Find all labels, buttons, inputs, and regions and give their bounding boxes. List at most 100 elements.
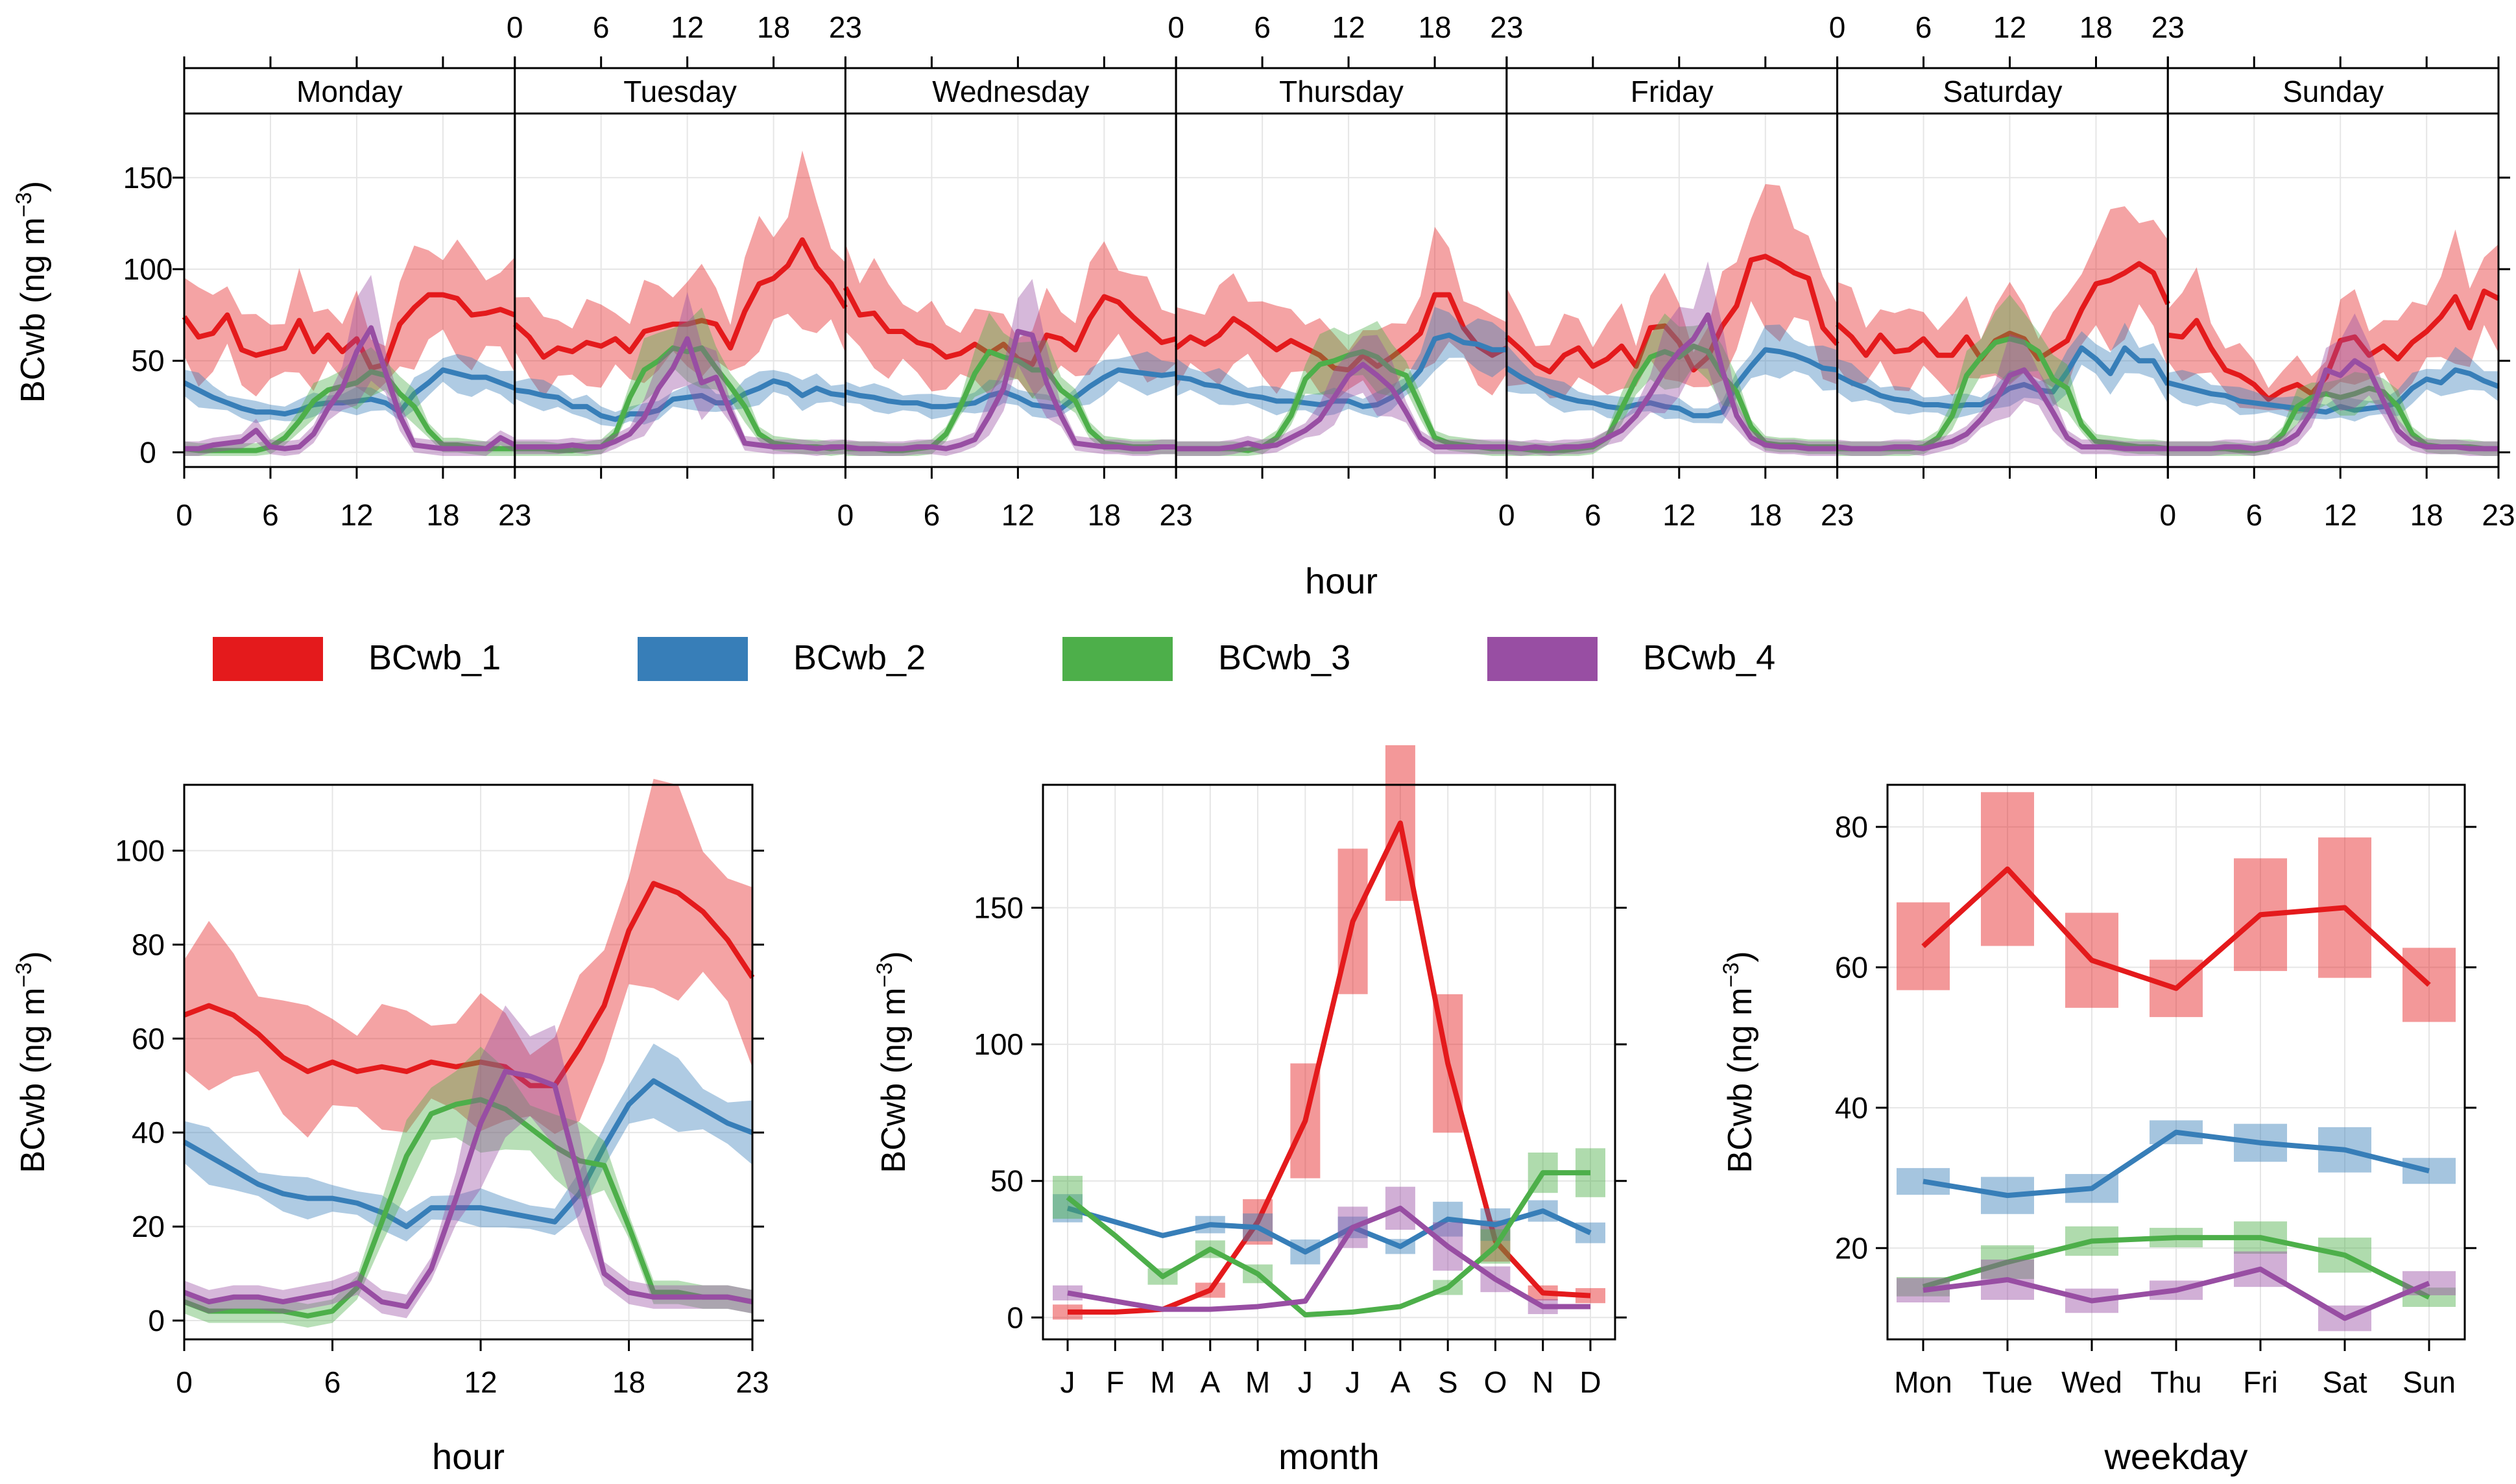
line-bcwb_1 — [1835, 261, 2170, 362]
line-bcwb_1 — [1174, 292, 1508, 373]
band-bcwb_1 — [184, 239, 515, 397]
legend-swatch — [638, 637, 748, 681]
line-bcwb_3 — [183, 1097, 753, 1319]
x-tick-label: 0 — [1498, 498, 1515, 532]
line-bcwb_2 — [1923, 1129, 2430, 1199]
hour-chart: 0 6 12 18 23 0 20 40 60 80 100 hour BCwb (ng m−3) — [12, 778, 769, 1477]
x-tick-label: F — [1106, 1365, 1124, 1399]
x-tick-label: Wed — [2061, 1365, 2122, 1399]
x-tick-label: 6 — [593, 10, 610, 44]
legend-label: BCwb_1 — [368, 638, 501, 677]
x-tick-label: Sun — [2402, 1365, 2456, 1399]
weekday-chart: Mon Tue Wed Thu Fri Sat Sun 20 40 60 80 weekday BCwb… — [1719, 784, 2476, 1477]
line-bcwb_4 — [845, 329, 1177, 451]
x-tick-label: 6 — [262, 498, 279, 532]
x-tick-label: J — [1345, 1365, 1360, 1399]
line-bcwb_2 — [1175, 332, 1507, 409]
y-axis-label-text: BCwb (ng m — [14, 988, 52, 1173]
y-axis-label-superscript: −3 — [12, 963, 36, 988]
x-tick-label: O — [1484, 1365, 1507, 1399]
y-axis-label: BCwb (ng m−3) — [1719, 951, 1759, 1173]
line-bcwb_4 — [1067, 1205, 1590, 1312]
line-bcwb_3 — [1922, 1235, 2430, 1300]
legend-label: BCwb_3 — [1218, 638, 1350, 677]
line-bcwb_1 — [183, 881, 755, 1088]
panel-border — [2166, 67, 2500, 468]
legend-item-bcwb_2: BCwb_2 — [638, 637, 926, 681]
y-tick-label: 100 — [123, 252, 173, 286]
weekly-panel-monday: Monday 0 6 12 18 23 — [176, 56, 531, 532]
line-bcwb_1 — [2167, 288, 2500, 402]
x-axis-label: hour — [432, 1436, 505, 1477]
line-bcwb_1 — [182, 292, 516, 371]
x-tick-label: 12 — [1993, 10, 2026, 44]
x-tick-label: 23 — [736, 1365, 769, 1399]
weekly-panel-saturday: Saturday 0 6 12 18 23 — [1829, 10, 2185, 479]
panel-border — [1042, 784, 1616, 1341]
x-tick-label: 23 — [2151, 10, 2185, 44]
line-bcwb_4 — [1506, 312, 1838, 451]
y-tick-label: 20 — [1835, 1231, 1868, 1265]
band-bcwb_2 — [184, 353, 515, 424]
panel-strip — [2168, 68, 2498, 114]
weekly-panel-sunday: Sunday 0 6 12 18 23 — [2159, 56, 2515, 532]
x-tick-label: 12 — [2324, 498, 2357, 532]
x-tick-label: 0 — [507, 10, 523, 44]
x-tick-label: 12 — [1662, 498, 1695, 532]
band-bcwb_2 — [1837, 322, 2168, 420]
x-tick-label: 18 — [1749, 498, 1782, 532]
line-bcwb_2 — [2167, 367, 2500, 415]
x-tick-label: 6 — [1915, 10, 1932, 44]
band-bcwb_1 — [1506, 184, 1838, 399]
line-bcwb_4 — [183, 1068, 753, 1310]
x-axis-label: weekday — [2103, 1436, 2247, 1477]
x-tick-label: 0 — [1829, 10, 1846, 44]
x-tick-label: 0 — [176, 1365, 193, 1399]
y-tick-label: 40 — [1835, 1091, 1868, 1125]
panel-strip-label: Tuesday — [623, 75, 737, 108]
y-tick-label: 50 — [131, 344, 164, 377]
x-tick-label: 6 — [924, 498, 941, 532]
x-tick-label: 0 — [2159, 498, 2176, 532]
y-axis-label: BCwb (ng m−3) — [12, 181, 52, 403]
y-tick-label: 0 — [148, 1304, 165, 1337]
x-tick-label: 18 — [1088, 498, 1121, 532]
panel-strip — [1176, 68, 1507, 114]
x-tick-label: 23 — [1490, 10, 1523, 44]
panel-border — [183, 784, 754, 1341]
panel-strip-label: Wednesday — [932, 75, 1089, 108]
x-tick-label: Tue — [1982, 1365, 2033, 1399]
y-axis-label-superscript: −3 — [1719, 963, 1743, 988]
y-tick-label: 80 — [1835, 810, 1868, 844]
y-axis-label: BCwb (ng m−3) — [12, 951, 52, 1173]
panel-strip — [514, 68, 846, 114]
line-bcwb_4 — [1837, 367, 2168, 451]
x-tick-label: 18 — [612, 1365, 645, 1399]
legend: BCwb_1 BCwb_2 BCwb_3 BCwb_4 — [213, 637, 1775, 681]
x-tick-label: 23 — [829, 10, 862, 44]
x-tick-label: Fri — [2243, 1365, 2278, 1399]
y-tick-label: 60 — [132, 1022, 165, 1055]
x-tick-label: 23 — [2482, 498, 2515, 532]
line-bcwb_1 — [1505, 254, 1839, 375]
panel-strip-label: Saturday — [1943, 75, 2062, 108]
legend-swatch — [1062, 637, 1173, 681]
legend-item-bcwb_4: BCwb_4 — [1487, 637, 1775, 681]
y-axis-label-text: BCwb (ng m — [14, 217, 52, 403]
y-axis-label-superscript: −3 — [872, 963, 897, 988]
panel-strip-label: Sunday — [2282, 75, 2384, 108]
y-axis-label-close: ) — [875, 951, 913, 962]
line-bcwb_2 — [183, 367, 516, 417]
y-tick-label: 50 — [990, 1164, 1024, 1198]
line-bcwb_4 — [184, 325, 516, 451]
legend-item-bcwb_3: BCwb_3 — [1062, 637, 1350, 681]
band-bcwb_2 — [1506, 324, 1838, 424]
y-tick-label: 60 — [1835, 950, 1868, 984]
y-axis-label: BCwb (ng m−3) — [872, 951, 913, 1173]
x-tick-label: N — [1532, 1365, 1553, 1399]
x-tick-label: J — [1298, 1365, 1313, 1399]
y-tick-label: 100 — [974, 1027, 1024, 1061]
line-bcwb_3 — [184, 369, 515, 453]
band-bcwb_3 — [184, 347, 515, 457]
